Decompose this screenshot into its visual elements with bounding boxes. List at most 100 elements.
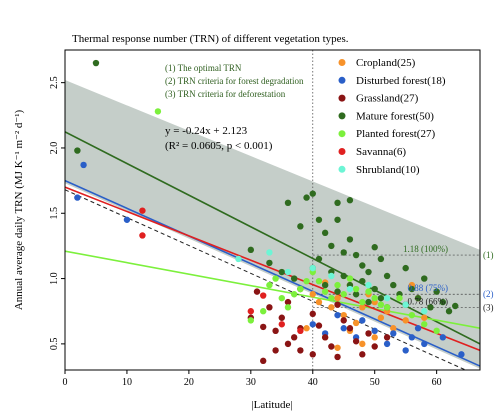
point-2-19 [371,343,378,350]
point-4-6 [284,304,292,311]
point-0-6 [340,311,347,319]
point-2-21 [272,347,279,354]
point-3-2 [247,246,255,254]
point-5-4 [278,321,285,328]
y-axis-label: Annual average daily TRN (MJ K⁻¹ m⁻² d⁻¹… [13,110,25,311]
point-4-14 [334,281,341,289]
point-2-26 [383,334,391,341]
x-tick-label-6: 60 [432,377,442,388]
point-4-5 [278,294,285,302]
point-0-19 [303,325,310,332]
point-3-19 [340,272,347,280]
point-3-43 [439,298,447,306]
point-3-11 [315,255,323,263]
point-6-2 [284,268,292,276]
point-3-17 [334,288,341,295]
point-4-22 [383,304,391,311]
point-0-12 [377,314,385,321]
point-3-23 [352,291,360,298]
point-2-1 [253,288,261,295]
point-0-24 [371,334,378,341]
point-3-38 [408,285,416,293]
x-tick-label-5: 50 [370,377,380,388]
legend-label-6: Shrubland(10) [356,164,420,176]
point-6-7 [383,294,391,302]
legend-marker-5 [338,148,346,155]
threshold-label-3: 0.78 (66%) [408,296,449,306]
point-2-17 [359,351,366,358]
point-3-45 [452,302,459,310]
point-1-15 [421,340,428,348]
point-4-4 [272,275,279,282]
point-0-4 [328,304,335,311]
point-3-34 [390,281,397,289]
point-2-20 [260,357,267,365]
point-3-48 [315,216,323,223]
point-0-5 [334,294,341,302]
point-6-5 [346,285,354,293]
threshold-tag-1: (1) [483,250,494,260]
point-3-14 [328,242,335,250]
chart-title: Thermal response number (TRN) of differe… [72,33,349,45]
legend-label-5: Savanna(6) [356,146,406,158]
point-3-0 [74,147,81,154]
legend-marker-6 [338,165,346,173]
point-1-9 [371,327,378,335]
point-4-13 [328,294,335,302]
point-6-3 [309,264,316,272]
regression-r2: (R² = 0.0605, p < 0.001) [165,140,273,152]
point-2-7 [290,334,298,341]
point-1-10 [383,340,391,348]
legend-label-0: Cropland(25) [356,57,416,69]
point-1-0 [74,194,81,201]
point-0-23 [359,340,366,348]
point-4-21 [377,301,385,308]
legend-label-3: Mature forest(50) [356,110,434,122]
point-1-1 [80,161,87,169]
threshold-tag-3: (3) [483,302,494,312]
point-2-13 [334,301,341,308]
point-5-5 [297,327,304,335]
point-3-3 [266,259,273,267]
point-3-12 [321,229,329,237]
threshold-label-1: 1.18 (100%) [403,244,448,254]
point-0-21 [334,344,341,351]
point-6-6 [365,281,372,289]
point-4-26 [433,327,440,335]
point-2-2 [260,323,267,331]
point-1-8 [359,317,366,324]
point-2-9 [309,310,316,318]
point-2-22 [284,340,292,348]
point-3-4 [278,268,285,276]
point-4-16 [346,275,354,282]
point-3-39 [414,294,422,302]
trend-line-4 [65,186,480,352]
legend-marker-1 [338,76,346,84]
point-2-14 [340,317,347,324]
point-0-14 [390,325,397,332]
point-4-11 [315,277,323,285]
x-tick-label-0: 0 [63,377,68,388]
point-4-25 [421,321,428,328]
point-4-2 [260,308,267,315]
point-2-25 [334,353,341,361]
point-1-5 [334,311,341,319]
axis-ticks: 0 10 20 30 40 50 60 0.5 1.0 1.5 2.0 2.5 [49,76,442,388]
point-1-12 [402,347,409,354]
legend-marker-0 [338,59,346,66]
point-5-2 [247,308,255,315]
point-0-18 [421,314,428,321]
point-4-12 [321,288,329,295]
point-0-15 [402,317,409,324]
point-3-25 [359,277,366,285]
point-3-9 [309,190,316,197]
point-3-47 [297,223,304,230]
point-4-18 [359,298,366,306]
point-1-13 [408,334,416,341]
point-1-6 [340,325,347,332]
point-3-5 [284,199,292,207]
point-2-23 [297,347,304,354]
regression-equation: y = -0.24x + 2.123 [165,125,248,137]
y-tick-label-2: 1.5 [49,207,60,220]
y-tick-label-0: 0.5 [49,338,60,351]
